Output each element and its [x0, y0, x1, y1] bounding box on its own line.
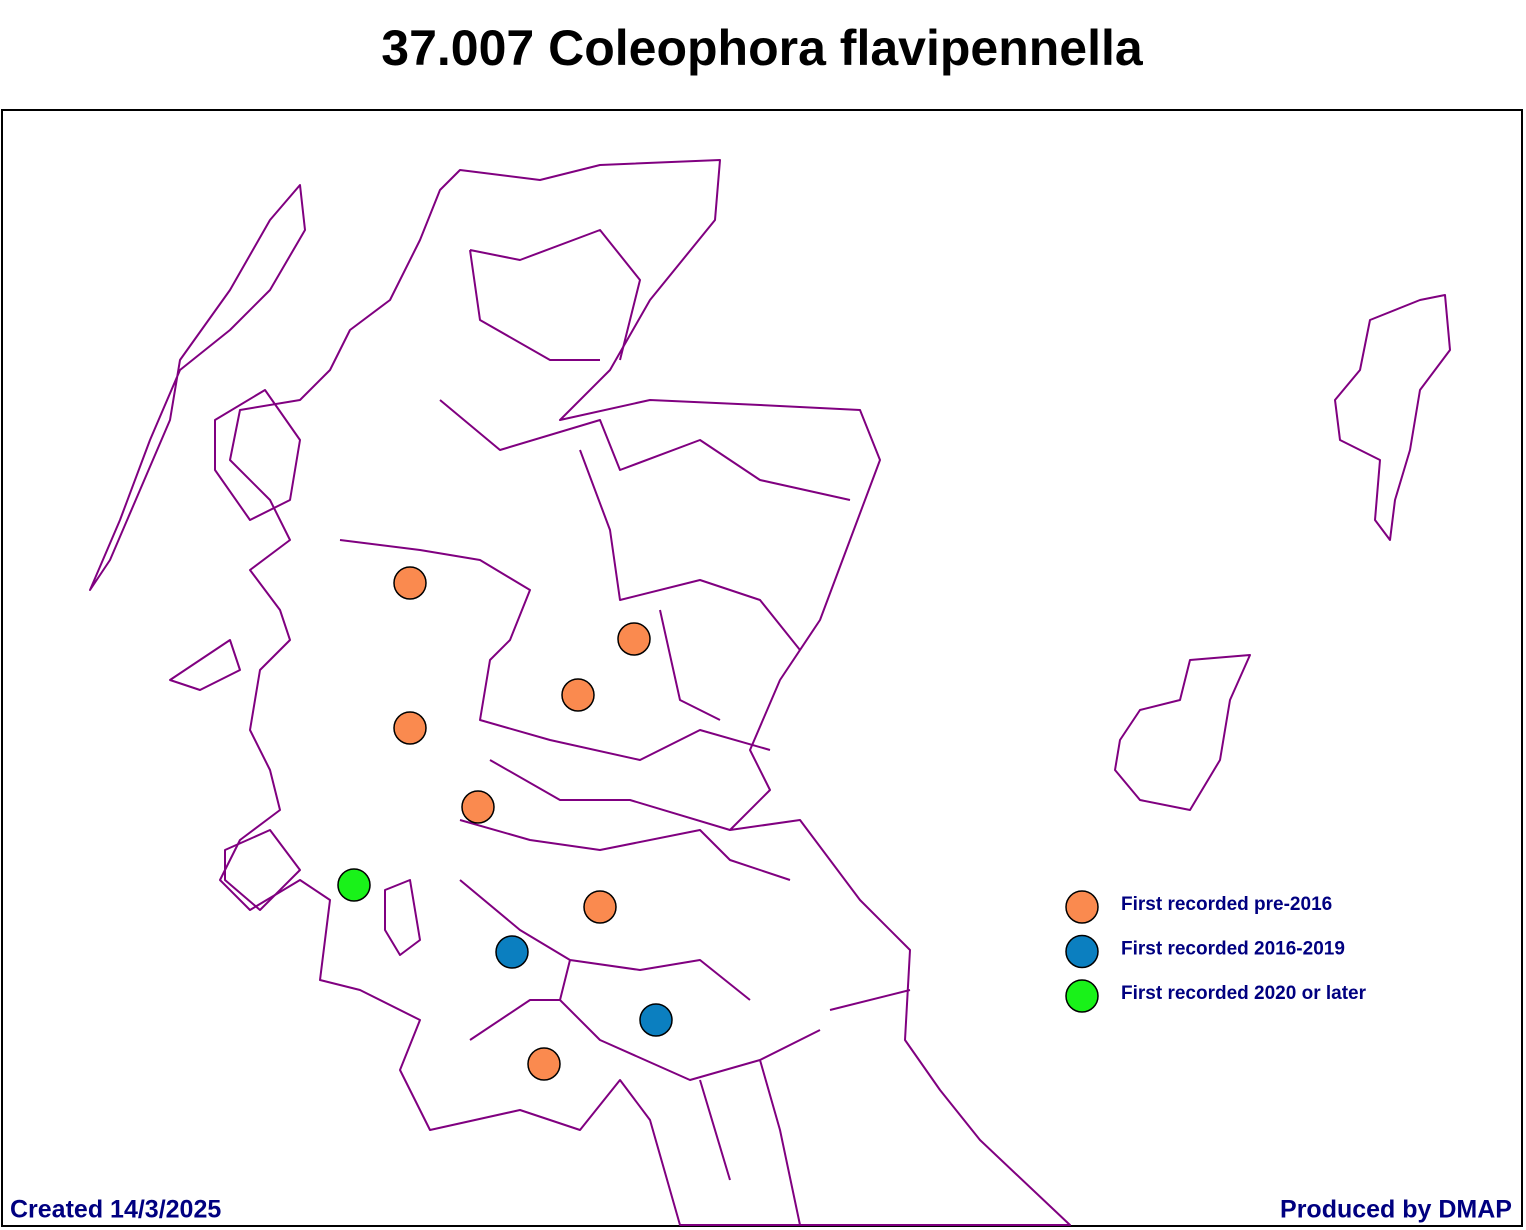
record-dot	[639, 1003, 673, 1037]
record-dot	[617, 622, 651, 656]
record-dot	[393, 566, 427, 600]
legend-swatch	[1065, 979, 1099, 1013]
records	[337, 566, 673, 1081]
record-dot	[461, 790, 495, 824]
legend-label: First recorded pre-2016	[1121, 894, 1332, 915]
boundaries	[339, 229, 911, 1226]
orkney	[1114, 654, 1251, 811]
legend-swatch	[1065, 934, 1099, 969]
outer-hebrides	[89, 184, 306, 591]
mull	[169, 639, 241, 691]
mainland	[219, 159, 1071, 1226]
legend-label: First recorded 2020 or later	[1121, 983, 1367, 1004]
legend: First recorded pre-2016 First recorded 20…	[1065, 890, 1367, 1013]
skye	[214, 389, 301, 521]
record-dot	[561, 678, 595, 712]
map-outlines	[89, 159, 1451, 1226]
legend-label: First recorded 2016-2019	[1121, 939, 1345, 960]
title: 37.007 Coleophora flavipennella	[381, 20, 1144, 76]
legend-swatch	[1065, 890, 1099, 924]
shetland	[1334, 294, 1451, 541]
islay	[224, 829, 301, 911]
record-dot	[527, 1047, 561, 1081]
record-dot	[337, 868, 371, 902]
record-dot	[495, 935, 529, 969]
created-date: Created 14/3/2025	[10, 1196, 221, 1224]
producer: Produced by DMAP	[1280, 1196, 1512, 1224]
record-dot	[583, 890, 617, 924]
arran	[384, 879, 421, 956]
record-dot	[393, 711, 427, 745]
